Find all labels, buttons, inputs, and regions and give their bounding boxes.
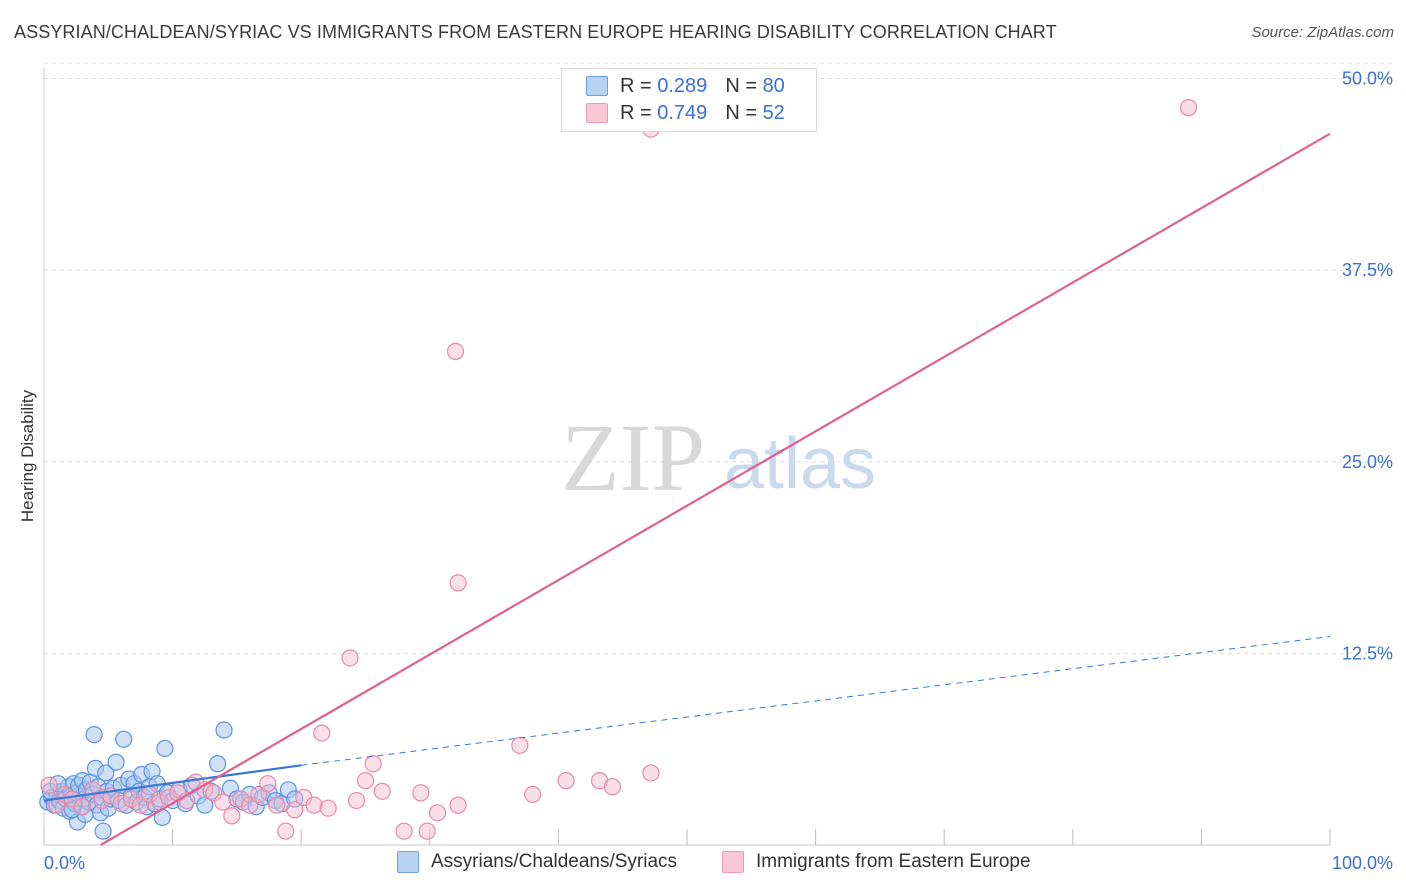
data-point-eastern-europe bbox=[40, 776, 58, 794]
y-tick-label: 12.5% bbox=[1342, 643, 1393, 663]
legend-swatch-pink bbox=[586, 103, 608, 123]
data-point-assyrians bbox=[196, 796, 214, 814]
legend-r-label: R = bbox=[620, 74, 652, 97]
data-point-eastern-europe bbox=[395, 822, 413, 840]
data-point-assyrians bbox=[97, 764, 115, 782]
legend-swatch-blue bbox=[586, 76, 608, 96]
data-point-eastern-europe bbox=[268, 796, 286, 814]
data-point-eastern-europe bbox=[449, 574, 467, 592]
series-eastern-europe-points bbox=[40, 99, 1198, 840]
y-tick-label: 50.0% bbox=[1342, 69, 1393, 89]
y-tick-labels: 12.5% 25.0% 37.5% 50.0% bbox=[1342, 69, 1393, 664]
bottom-legend-item-assyrians: Assyrians/Chaldeans/Syriacs bbox=[397, 851, 677, 873]
data-point-eastern-europe bbox=[524, 785, 542, 804]
x-tick-label: 0.0% bbox=[44, 853, 85, 873]
legend-n-value: 52 bbox=[762, 101, 785, 124]
data-point-eastern-europe bbox=[603, 778, 622, 796]
bottom-legend-swatch-blue bbox=[397, 851, 419, 873]
legend-r-value: 0.289 bbox=[657, 74, 708, 97]
bottom-legend-swatch-pink bbox=[722, 851, 744, 873]
data-point-eastern-europe bbox=[356, 772, 375, 790]
grid-lines bbox=[44, 62, 1395, 654]
data-point-eastern-europe bbox=[557, 772, 575, 790]
bottom-legend-label-eastern-europe: Immigrants from Eastern Europe bbox=[756, 851, 1031, 872]
data-point-eastern-europe bbox=[305, 796, 323, 814]
trend-line-eastern-europe bbox=[100, 132, 1331, 846]
bottom-legend-item-eastern-europe: Immigrants from Eastern Europe bbox=[722, 851, 1031, 873]
x-tick-label: 100.0% bbox=[1332, 853, 1393, 873]
data-point-eastern-europe bbox=[642, 764, 660, 782]
data-point-eastern-europe bbox=[341, 649, 359, 667]
chart-title: ASSYRIAN/CHALDEAN/SYRIAC VS IMMIGRANTS F… bbox=[14, 22, 1057, 42]
data-point-eastern-europe bbox=[418, 822, 436, 840]
data-point-eastern-europe bbox=[1179, 99, 1198, 117]
source-label: Source: ZipAtlas.com bbox=[1251, 24, 1394, 41]
legend-row-blue: R = 0.289 N = 80 bbox=[586, 73, 785, 99]
data-point-assyrians bbox=[156, 739, 174, 758]
data-point-eastern-europe bbox=[319, 799, 337, 817]
legend: R = 0.289 N = 80 R = 0.749 N = 52 bbox=[561, 68, 817, 132]
data-point-eastern-europe bbox=[373, 782, 391, 800]
legend-r-value: 0.749 bbox=[657, 101, 708, 124]
data-point-eastern-europe bbox=[223, 807, 241, 825]
data-point-eastern-europe bbox=[364, 755, 382, 773]
trend-line-assyrians bbox=[43, 764, 302, 802]
data-point-eastern-europe bbox=[122, 790, 141, 808]
data-point-assyrians bbox=[215, 721, 233, 739]
trend-line-assyrians bbox=[301, 636, 1331, 766]
data-point-eastern-europe bbox=[205, 784, 223, 802]
data-point-eastern-europe bbox=[286, 801, 304, 819]
legend-n-value: 80 bbox=[762, 74, 785, 97]
data-point-eastern-europe bbox=[412, 784, 430, 802]
y-axis-label: Hearing Disability bbox=[18, 389, 37, 522]
y-tick-label: 37.5% bbox=[1342, 260, 1393, 280]
data-point-eastern-europe bbox=[511, 736, 529, 754]
legend-row-pink: R = 0.749 N = 52 bbox=[586, 100, 785, 126]
legend-n-label: N = bbox=[725, 101, 757, 124]
data-point-eastern-europe bbox=[112, 795, 130, 813]
legend-n-label: N = bbox=[725, 74, 757, 97]
axes bbox=[43, 68, 1331, 846]
data-point-eastern-europe bbox=[73, 798, 92, 816]
data-point-eastern-europe bbox=[347, 791, 366, 810]
watermark-zip: ZIP bbox=[561, 404, 705, 511]
data-point-eastern-europe bbox=[277, 822, 295, 840]
y-tick-label: 25.0% bbox=[1342, 452, 1393, 472]
data-point-eastern-europe bbox=[446, 342, 465, 360]
data-point-eastern-europe bbox=[259, 775, 277, 793]
trend-lines bbox=[43, 132, 1331, 846]
data-point-eastern-europe bbox=[232, 790, 250, 808]
watermark: ZIP atlas bbox=[561, 404, 876, 511]
bottom-legend-label-assyrians: Assyrians/Chaldeans/Syriacs bbox=[431, 851, 678, 872]
data-point-eastern-europe bbox=[428, 804, 447, 822]
watermark-atlas: atlas bbox=[724, 424, 876, 504]
x-tick-labels: 0.0% 100.0% bbox=[44, 853, 1393, 873]
data-point-assyrians bbox=[94, 822, 112, 840]
data-point-eastern-europe bbox=[313, 724, 331, 742]
legend-r-label: R = bbox=[620, 101, 652, 124]
data-point-eastern-europe bbox=[449, 796, 467, 814]
data-point-eastern-europe bbox=[214, 793, 232, 811]
data-point-assyrians bbox=[209, 755, 227, 773]
data-point-assyrians bbox=[107, 753, 125, 771]
data-point-assyrians bbox=[85, 726, 103, 744]
data-point-assyrians bbox=[115, 730, 133, 748]
